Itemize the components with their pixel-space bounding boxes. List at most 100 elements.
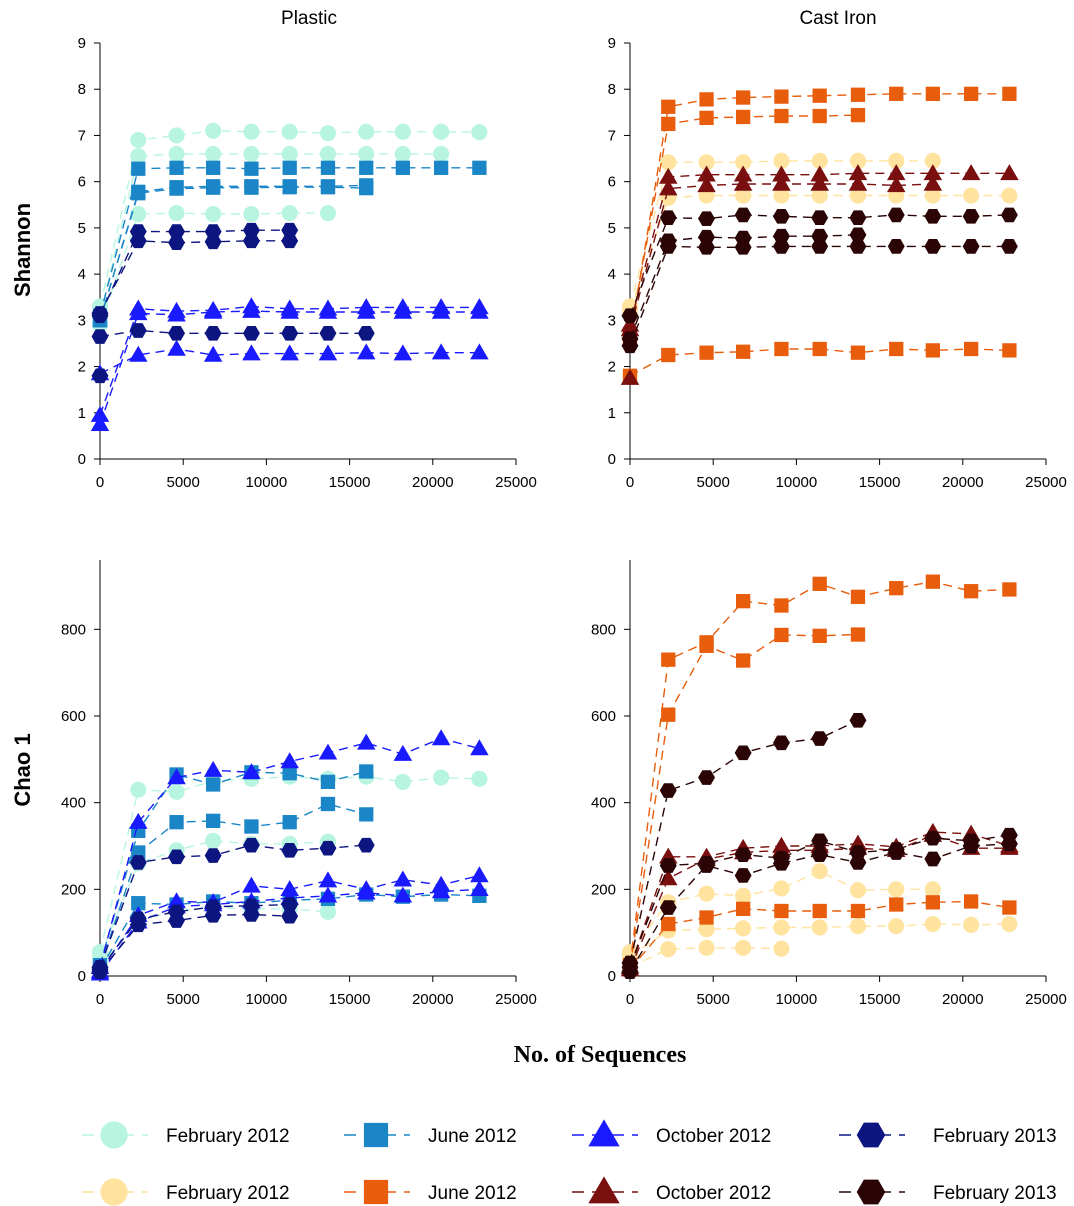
legend-item-plastic-june-2012: June 2012 bbox=[344, 1122, 517, 1148]
data-point-hexagon bbox=[319, 840, 337, 856]
data-point-triangle bbox=[886, 176, 906, 193]
x-tick-label: 5000 bbox=[697, 991, 730, 1008]
data-point-hexagon bbox=[281, 233, 299, 249]
data-point-circle bbox=[811, 152, 828, 169]
panel-castiron-shannon: 0 5000 10000 15000 20000 25000 0 1 2 3 4 5 6 7 8 9 bbox=[608, 35, 1067, 491]
data-point-hexagon bbox=[849, 227, 867, 243]
data-point-square bbox=[812, 576, 827, 591]
data-point-hexagon bbox=[659, 900, 677, 915]
data-point-triangle bbox=[356, 733, 376, 750]
legend-marker-hexagon bbox=[856, 1179, 886, 1205]
data-point-triangle bbox=[129, 345, 148, 362]
data-point-square bbox=[925, 86, 940, 101]
data-point-square bbox=[774, 903, 789, 919]
data-point-triangle bbox=[431, 302, 451, 319]
legend-marker-triangle bbox=[588, 1176, 620, 1204]
y-tick-label: 800 bbox=[61, 621, 86, 638]
data-point-triangle bbox=[280, 302, 299, 319]
data-point-circle bbox=[433, 769, 450, 786]
data-point-square bbox=[472, 160, 487, 175]
data-point-hexagon bbox=[204, 325, 222, 341]
data-point-circle bbox=[773, 152, 790, 169]
data-point-triangle bbox=[697, 165, 716, 182]
data-point-square bbox=[889, 86, 904, 101]
column-title-plastic: Plastic bbox=[281, 8, 337, 29]
data-point-square bbox=[1002, 582, 1017, 597]
data-point-circle bbox=[205, 145, 222, 162]
data-point-square bbox=[699, 345, 714, 360]
data-point-hexagon bbox=[811, 847, 829, 862]
data-point-square bbox=[244, 180, 259, 195]
y-tick-label: 600 bbox=[61, 708, 86, 725]
data-point-circle bbox=[888, 918, 905, 935]
x-tick-label: 5000 bbox=[697, 474, 730, 491]
data-point-circle bbox=[130, 132, 147, 149]
data-point-square bbox=[206, 160, 221, 175]
data-point-triangle bbox=[167, 339, 186, 356]
y-tick-label: 5 bbox=[78, 220, 86, 237]
data-point-square bbox=[889, 581, 904, 596]
data-point-circle bbox=[130, 781, 147, 798]
data-point-square bbox=[774, 598, 789, 613]
data-point-triangle bbox=[810, 174, 829, 191]
data-point-square bbox=[1002, 343, 1017, 358]
data-point-triangle bbox=[242, 344, 261, 361]
data-point-circle bbox=[773, 880, 790, 897]
x-tick-label: 25000 bbox=[1025, 474, 1067, 491]
data-point-circle bbox=[849, 152, 867, 169]
series-february-2013 bbox=[91, 368, 109, 384]
data-point-circle bbox=[1001, 187, 1018, 204]
data-point-square bbox=[320, 180, 336, 195]
data-point-square bbox=[661, 116, 676, 132]
series-june-2012 bbox=[622, 341, 1017, 383]
data-point-hexagon bbox=[659, 210, 677, 226]
data-point-square bbox=[661, 707, 676, 722]
x-tick-label: 15000 bbox=[859, 991, 901, 1008]
data-point-circle bbox=[358, 145, 375, 162]
data-point-hexagon bbox=[734, 207, 752, 223]
data-point-triangle bbox=[810, 165, 829, 182]
data-point-hexagon bbox=[204, 848, 222, 863]
series-october-2012 bbox=[90, 301, 489, 432]
data-point-square bbox=[850, 589, 866, 604]
y-tick-label: 7 bbox=[608, 127, 616, 144]
data-point-square bbox=[206, 777, 221, 792]
x-tick-label: 0 bbox=[96, 474, 104, 491]
x-tick-label: 25000 bbox=[1025, 991, 1067, 1008]
y-tick-label: 9 bbox=[608, 35, 616, 52]
data-point-triangle bbox=[203, 760, 223, 777]
legend-label: February 2012 bbox=[166, 1183, 290, 1204]
data-point-square bbox=[736, 344, 751, 359]
data-point-triangle bbox=[129, 304, 148, 321]
data-point-square bbox=[699, 110, 714, 126]
data-point-square bbox=[699, 910, 714, 925]
data-point-circle bbox=[168, 783, 185, 800]
data-point-triangle bbox=[203, 302, 223, 319]
data-point-hexagon bbox=[659, 783, 677, 798]
x-tick-label: 0 bbox=[626, 991, 634, 1008]
x-tick-label: 25000 bbox=[495, 991, 537, 1008]
data-point-triangle bbox=[733, 165, 753, 182]
data-point-circle bbox=[168, 205, 185, 222]
data-point-circle bbox=[698, 885, 715, 902]
data-point-triangle bbox=[129, 812, 148, 829]
data-point-hexagon bbox=[91, 306, 109, 321]
x-tick-label: 20000 bbox=[412, 474, 454, 491]
data-point-square bbox=[736, 653, 751, 668]
data-point-square bbox=[433, 160, 449, 175]
data-point-circle bbox=[849, 918, 867, 935]
y-tick-label: 0 bbox=[78, 968, 86, 985]
data-point-square bbox=[661, 916, 676, 932]
data-point-triangle bbox=[659, 167, 678, 184]
data-point-hexagon bbox=[129, 917, 147, 933]
data-point-square bbox=[736, 90, 751, 105]
data-point-square bbox=[850, 627, 866, 642]
y-tick-label: 8 bbox=[608, 81, 616, 98]
data-point-square bbox=[774, 108, 789, 124]
data-point-hexagon bbox=[129, 855, 147, 870]
legend-item-castiron-june-2012: June 2012 bbox=[344, 1179, 517, 1205]
data-point-hexagon bbox=[924, 209, 942, 224]
data-point-square bbox=[359, 807, 374, 822]
x-tick-label: 0 bbox=[96, 991, 104, 1008]
